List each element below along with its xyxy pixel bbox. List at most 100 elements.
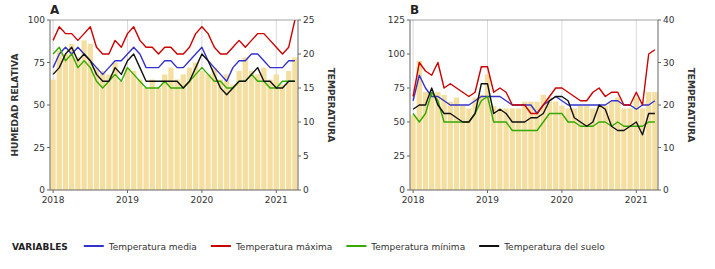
legend-swatch (479, 245, 499, 247)
y2-tick (298, 190, 301, 191)
legend-label: Temperatura del suelo (503, 242, 605, 252)
x-tick-label: 2021 (265, 195, 288, 205)
bar (274, 74, 279, 190)
legend-swatch (84, 245, 104, 247)
line (53, 47, 295, 81)
x-tick (201, 190, 202, 193)
title: B (410, 3, 419, 17)
marks (50, 20, 297, 190)
y2-tick-label: 0 (663, 185, 669, 195)
bar (516, 108, 521, 190)
bar (491, 106, 496, 190)
legend-swatch (346, 245, 366, 247)
y-tick (47, 105, 50, 106)
bar (50, 80, 55, 191)
y2-tick-label: 15 (303, 83, 314, 93)
bar (522, 102, 527, 190)
y-tick-label: 75 (34, 58, 45, 68)
y2-tick (658, 190, 661, 191)
bar (534, 102, 539, 190)
bar (547, 98, 552, 190)
y-axis-label: HUMEDAD RELATIVA (10, 54, 20, 157)
bar (230, 85, 235, 190)
x-tick-label: 2020 (190, 195, 213, 205)
bar (267, 80, 272, 191)
bar (119, 81, 124, 190)
axes: 20182019202020210255075100125010203040 (388, 15, 675, 205)
x-tick (487, 190, 488, 193)
legend-label: Temperatura máxima (235, 242, 332, 252)
bar (280, 85, 285, 190)
bar (640, 108, 645, 190)
panel: 201820192020202102550751000510152025AHUM… (10, 3, 336, 205)
y-tick (407, 156, 410, 157)
y-tick (407, 122, 410, 123)
title: A (50, 3, 60, 17)
bar (584, 106, 589, 190)
bar (75, 57, 80, 190)
x-tick-label: 2020 (550, 195, 573, 205)
bar (69, 44, 74, 190)
x-tick-label: 2019 (116, 195, 139, 205)
chart-root: 201820192020202102550751000510152025AHUM… (0, 0, 715, 269)
legend-item: Temperatura mínima (346, 242, 465, 252)
x-axis-line (50, 190, 298, 191)
x-tick (413, 190, 414, 193)
y2-tick (298, 54, 301, 55)
bar (181, 74, 186, 190)
bar (63, 54, 68, 190)
y-tick-label: 0 (39, 185, 45, 195)
y2-tick-label: 5 (303, 151, 309, 161)
y2-tick-label: 10 (663, 143, 675, 153)
y-tick (407, 190, 410, 191)
line (53, 20, 295, 54)
panel: 20182019202020210255075100125010203040BT… (388, 3, 696, 205)
x-tick-label: 2019 (476, 195, 499, 205)
legend-item: Temperatura máxima (211, 242, 332, 252)
y-tick-label: 50 (394, 117, 406, 127)
y-tick-label: 0 (399, 185, 405, 195)
bar (441, 95, 446, 190)
y2-axis-label: TEMPERATURA (326, 68, 336, 143)
bar (578, 106, 583, 190)
bar (174, 80, 179, 191)
y-tick (407, 20, 410, 21)
y2-tick (658, 105, 661, 106)
x-axis-line (410, 190, 658, 191)
bar (199, 71, 204, 190)
bar (609, 102, 614, 190)
y-tick (407, 54, 410, 55)
bar (137, 80, 142, 191)
bar (454, 98, 459, 190)
y2-tick (658, 62, 661, 63)
bar (193, 63, 198, 191)
bar (553, 102, 558, 190)
line (413, 50, 655, 114)
y-tick (47, 147, 50, 148)
bar (429, 95, 434, 190)
bar (621, 108, 626, 190)
y2-tick-label: 0 (303, 185, 309, 195)
y-tick-label: 100 (388, 49, 405, 59)
bar (143, 88, 148, 190)
bar (249, 71, 254, 190)
x-tick (636, 190, 637, 193)
bar (57, 51, 62, 190)
y-tick-label: 50 (34, 100, 46, 110)
axes: 201820192020202102550751000510152025 (28, 15, 315, 205)
y2-tick (298, 156, 301, 157)
bar (615, 98, 620, 190)
bar (596, 106, 601, 190)
bar (460, 106, 465, 190)
x-tick (561, 190, 562, 193)
annotation: VARIABLES (12, 242, 68, 252)
bar (255, 74, 260, 190)
legend-swatch (211, 245, 231, 247)
y2-tick-label: 40 (663, 15, 675, 25)
y-tick-label: 125 (388, 15, 405, 25)
bar (503, 108, 508, 190)
bar (572, 108, 577, 190)
y-axis-line (410, 20, 411, 190)
y2-tick (298, 122, 301, 123)
y2-axis-label: TEMPERATURA (686, 68, 696, 143)
